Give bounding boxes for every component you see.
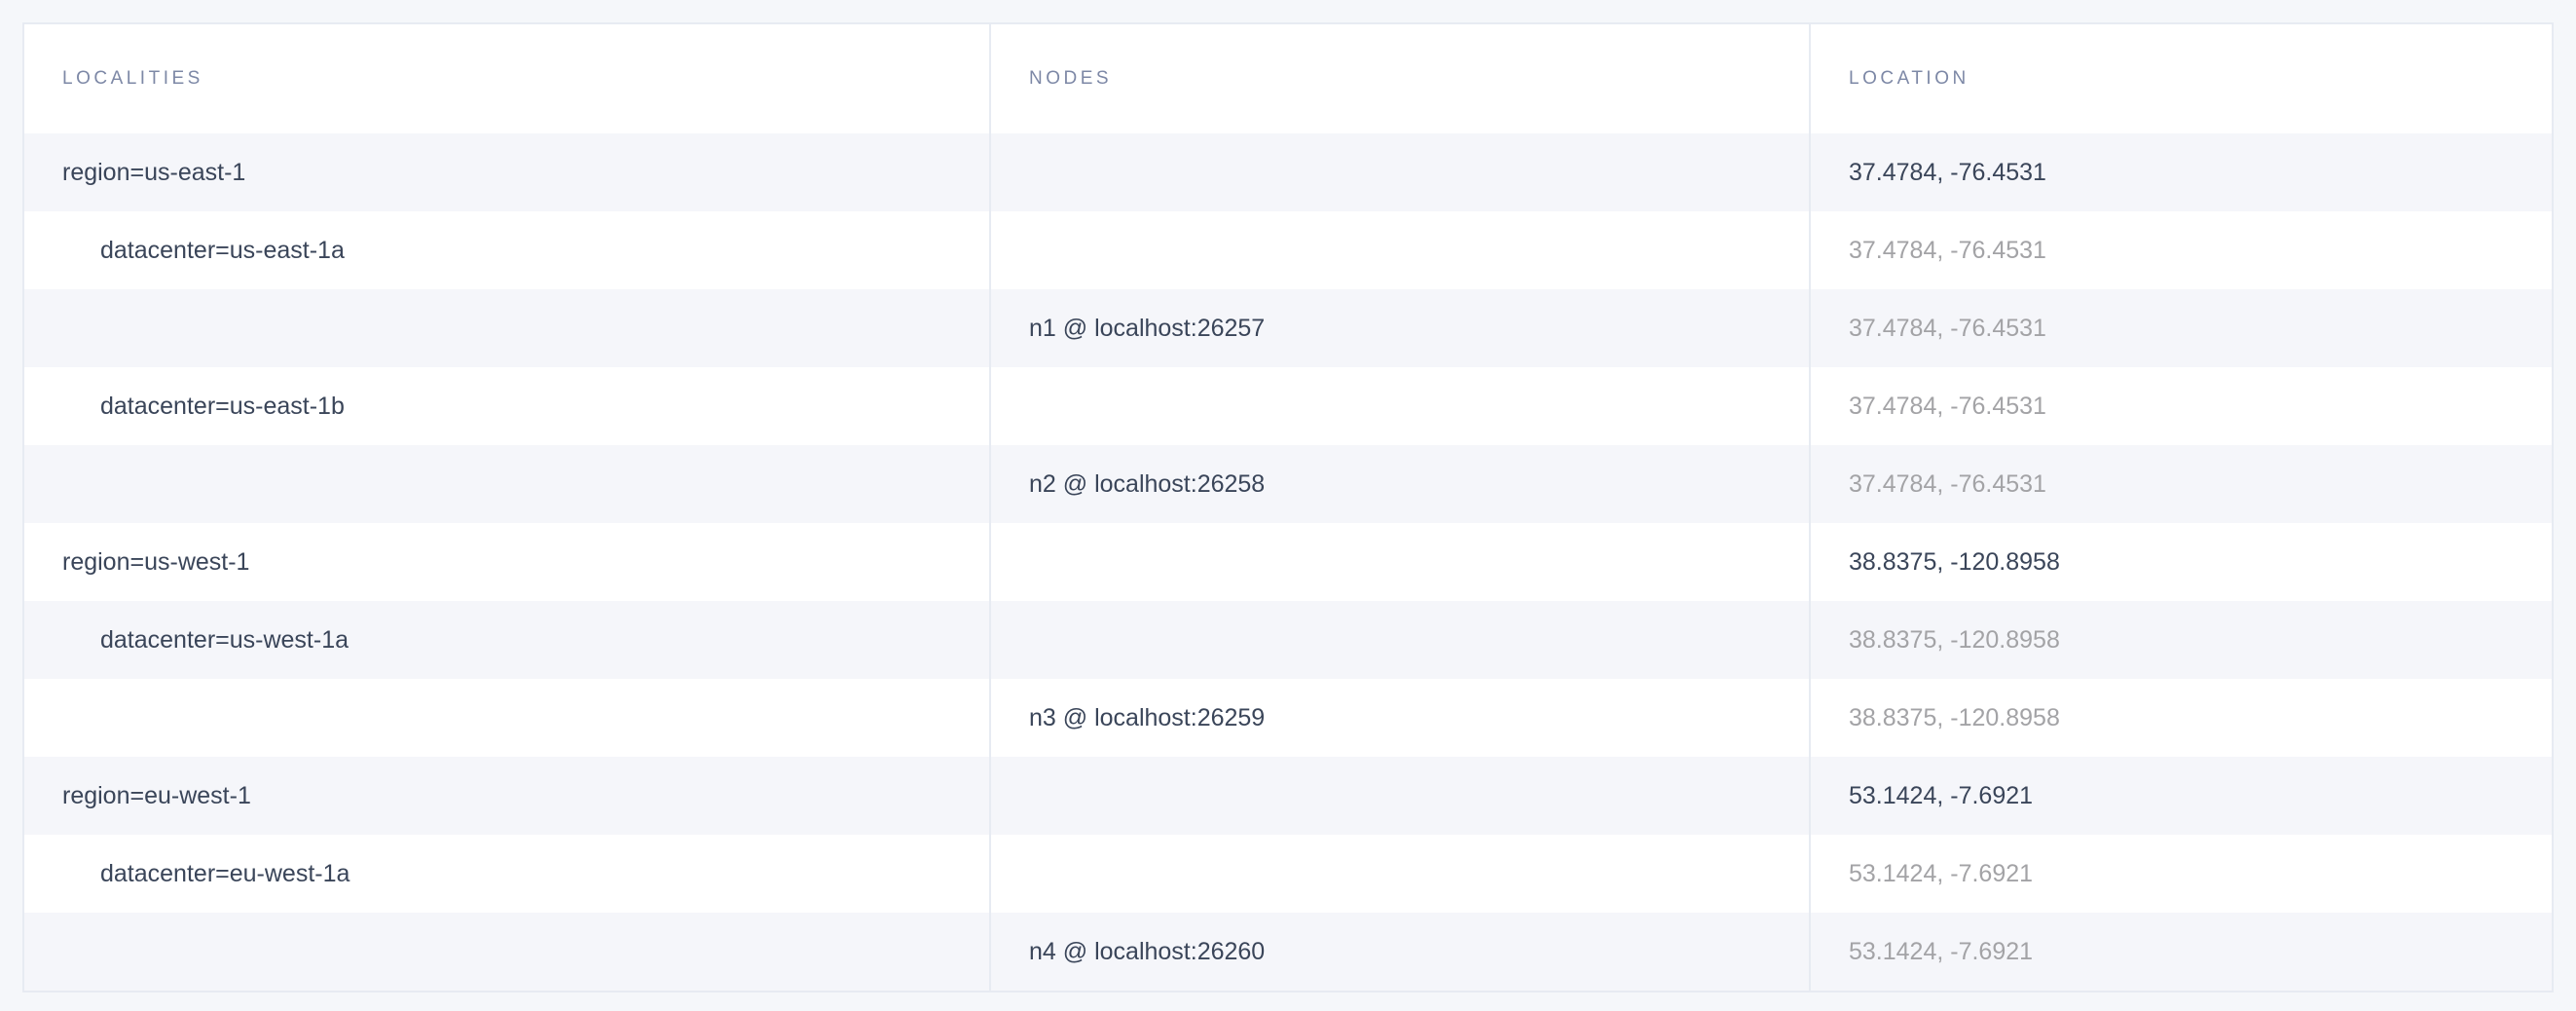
table-row: n1 @ localhost:26257 37.4784, -76.4531 — [24, 289, 2552, 367]
locality-cell: datacenter=us-east-1b — [24, 367, 991, 445]
locality-cell: region=eu-west-1 — [24, 757, 991, 835]
locality-cell — [24, 679, 991, 757]
table-row: datacenter=us-east-1b 37.4784, -76.4531 — [24, 367, 2552, 445]
node-cell — [991, 757, 1811, 835]
location-cell: 38.8375, -120.8958 — [1849, 547, 2060, 576]
localities-table: LOCALITIES NODES LOCATION region=us-east… — [22, 22, 2554, 992]
column-header-nodes[interactable]: NODES — [991, 24, 1811, 133]
locality-cell — [24, 445, 991, 523]
locality-cell: datacenter=us-west-1a — [24, 601, 991, 679]
location-cell: 38.8375, -120.8958 — [1849, 703, 2060, 731]
node-cell: n2 @ localhost:26258 — [991, 445, 1811, 523]
location-cell: 37.4784, -76.4531 — [1849, 158, 2046, 186]
node-cell — [991, 211, 1811, 289]
column-header-localities[interactable]: LOCALITIES — [24, 24, 991, 133]
location-cell: 37.4784, -76.4531 — [1849, 392, 2046, 420]
locality-cell: region=us-west-1 — [24, 523, 991, 601]
location-cell: 37.4784, -76.4531 — [1849, 314, 2046, 342]
table-body: region=us-east-1 37.4784, -76.4531 datacen… — [24, 133, 2552, 991]
node-cell: n1 @ localhost:26257 — [991, 289, 1811, 367]
location-cell: 37.4784, -76.4531 — [1849, 469, 2046, 498]
node-cell: n4 @ localhost:26260 — [991, 913, 1811, 991]
locality-cell: region=us-east-1 — [24, 133, 991, 211]
location-cell: 38.8375, -120.8958 — [1849, 625, 2060, 654]
column-header-location[interactable]: LOCATION — [1849, 68, 1969, 89]
table-row: region=eu-west-1 53.1424, -7.6921 — [24, 757, 2552, 835]
locality-cell: datacenter=us-east-1a — [24, 211, 991, 289]
node-cell — [991, 133, 1811, 211]
node-cell: n3 @ localhost:26259 — [991, 679, 1811, 757]
table-row: n2 @ localhost:26258 37.4784, -76.4531 — [24, 445, 2552, 523]
table-row: n4 @ localhost:26260 53.1424, -7.6921 — [24, 913, 2552, 991]
table-row: region=us-west-1 38.8375, -120.8958 — [24, 523, 2552, 601]
node-cell — [991, 523, 1811, 601]
location-cell: 53.1424, -7.6921 — [1849, 859, 2034, 887]
table-row: datacenter=eu-west-1a 53.1424, -7.6921 — [24, 835, 2552, 913]
node-cell — [991, 601, 1811, 679]
table-row: n3 @ localhost:26259 38.8375, -120.8958 — [24, 679, 2552, 757]
location-cell: 37.4784, -76.4531 — [1849, 236, 2046, 264]
table-row: datacenter=us-east-1a 37.4784, -76.4531 — [24, 211, 2552, 289]
node-cell — [991, 835, 1811, 913]
table-row: region=us-east-1 37.4784, -76.4531 — [24, 133, 2552, 211]
locality-cell — [24, 289, 991, 367]
table-row: datacenter=us-west-1a 38.8375, -120.8958 — [24, 601, 2552, 679]
location-cell: 53.1424, -7.6921 — [1849, 937, 2034, 965]
locality-cell: datacenter=eu-west-1a — [24, 835, 991, 913]
table-header: LOCALITIES NODES LOCATION — [24, 24, 2552, 133]
node-cell — [991, 367, 1811, 445]
locality-cell — [24, 913, 991, 991]
location-cell: 53.1424, -7.6921 — [1849, 781, 2034, 809]
